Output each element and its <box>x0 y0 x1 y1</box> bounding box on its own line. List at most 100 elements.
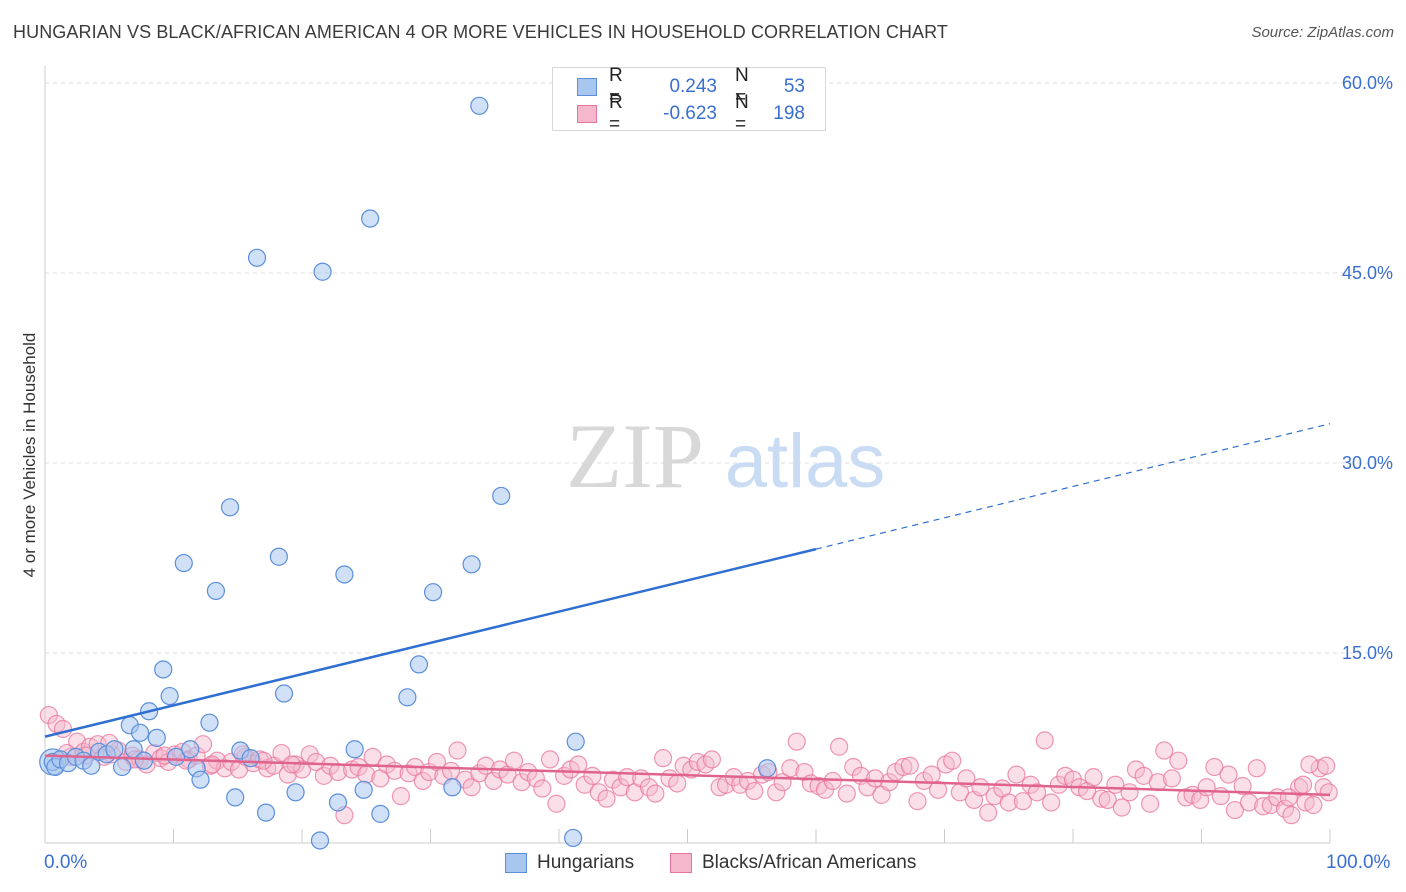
watermark-zip: ZIP <box>566 405 704 507</box>
blacks-point <box>278 765 297 784</box>
legend-swatch-blue <box>505 853 527 873</box>
blacks-point <box>1261 795 1280 815</box>
y-tick-label: 45.0% <box>1342 263 1393 283</box>
hungarian-point <box>206 581 226 601</box>
blacks-point <box>653 749 673 768</box>
watermark-atlas: atlas <box>725 419 886 504</box>
legend-swatch-blue <box>577 78 597 96</box>
hungarian-point <box>130 723 150 742</box>
blacks-point <box>1155 741 1174 760</box>
legend-label-hungarians: Hungarians <box>537 852 635 873</box>
hungarian-point <box>443 778 462 797</box>
y-axis-label: 4 or more Vehicles in Household <box>20 332 39 578</box>
hungarian-point <box>470 96 489 115</box>
gridlines <box>45 82 1392 654</box>
blacks-point <box>1027 783 1047 802</box>
hungarian-point <box>134 751 154 770</box>
blacks-point <box>767 783 786 802</box>
legend-label-blacks: Blacks/African Americans <box>702 852 917 873</box>
blacks-point <box>462 778 481 797</box>
hungarian-trend-line <box>44 547 817 738</box>
blacks-point <box>307 752 326 772</box>
blacks-point <box>1239 793 1259 812</box>
hungarian-point <box>335 565 354 584</box>
blacks-point <box>504 751 524 770</box>
legend-item-blacks: Blacks/African Americans <box>670 852 916 874</box>
blacks-point <box>1092 789 1111 808</box>
blacks-point <box>837 784 856 803</box>
blacks-point <box>583 766 602 785</box>
hungarian-points <box>39 96 777 850</box>
legend-r-value: -0.623 <box>663 103 717 124</box>
blacks-point <box>547 794 566 813</box>
blacks-point <box>646 784 665 803</box>
blacks-point <box>1319 783 1338 802</box>
legend-n-label: N = <box>735 65 749 108</box>
blacks-point <box>745 781 764 801</box>
blacks-point <box>540 750 560 769</box>
series-legend: Hungarians Blacks/African Americans <box>0 852 1406 876</box>
legend-r-label: R = <box>609 92 623 135</box>
hungarian-point <box>286 783 305 802</box>
hungarian-point <box>409 655 429 674</box>
hungarian-point <box>423 583 443 602</box>
hungarian-point <box>241 749 260 768</box>
blacks-point <box>1169 751 1188 770</box>
y-tick-label: 30.0% <box>1342 453 1393 473</box>
hungarian-point <box>200 713 219 732</box>
blacks-point <box>1205 757 1224 777</box>
blacks-point <box>1098 790 1117 810</box>
y-tick-labels: 15.0% 30.0% 45.0% 60.0% <box>1342 73 1393 663</box>
blacks-point <box>1049 775 1068 794</box>
blacks-trend-line <box>44 754 1331 797</box>
hungarian-point <box>398 688 417 707</box>
hungarian-point <box>166 747 186 766</box>
hungarian-point <box>566 732 585 751</box>
hungarian-point <box>492 486 511 506</box>
blacks-point <box>866 769 885 788</box>
x-max-label: 100.0% <box>1326 852 1391 873</box>
hungarian-point <box>371 804 390 823</box>
legend-r-label: R = <box>609 65 623 108</box>
hungarian-point <box>160 686 179 706</box>
trend-lines <box>44 423 1331 797</box>
y-tick-label: 60.0% <box>1342 73 1393 93</box>
blacks-point <box>900 756 919 775</box>
blacks-point <box>999 793 1018 812</box>
blacks-point <box>1112 798 1131 817</box>
source-credit: Source: ZipAtlas.com <box>1251 24 1394 41</box>
hungarian-point <box>328 793 348 812</box>
blacks-point <box>1293 775 1313 794</box>
hungarian-point <box>174 553 193 573</box>
blacks-point <box>1225 800 1245 820</box>
blacks-point <box>787 732 806 751</box>
blacks-point <box>448 741 467 760</box>
hungarian-trend-extension <box>815 423 1331 550</box>
blacks-point <box>668 774 687 793</box>
blacks-point <box>569 755 588 774</box>
hungarian-point <box>226 788 245 807</box>
blacks-point <box>292 760 312 779</box>
legend-row-blacks: R = -0.623 N = 198 <box>577 92 805 135</box>
axes <box>44 66 1331 844</box>
hungarian-point <box>462 555 481 574</box>
legend-r-value: 0.243 <box>669 76 717 97</box>
blacks-point <box>512 773 531 792</box>
legend-swatch-pink <box>577 105 597 123</box>
blacks-point <box>413 771 432 791</box>
hungarian-point <box>247 248 267 267</box>
hungarian-point <box>181 740 200 759</box>
hungarian-point <box>112 757 132 777</box>
chart-title: HUNGARIAN VS BLACK/AFRICAN AMERICAN 4 OR… <box>13 22 948 42</box>
blacks-point <box>1282 806 1301 825</box>
blacks-point <box>1007 765 1026 784</box>
blacks-point <box>943 751 962 770</box>
hungarian-point <box>758 759 777 778</box>
blacks-point <box>603 770 623 789</box>
blacks-point <box>202 755 222 774</box>
x-min-label: 0.0% <box>44 852 88 873</box>
blacks-point <box>391 787 411 806</box>
blacks-point <box>272 743 291 763</box>
blacks-point <box>1035 731 1054 750</box>
hungarian-point <box>269 547 288 566</box>
